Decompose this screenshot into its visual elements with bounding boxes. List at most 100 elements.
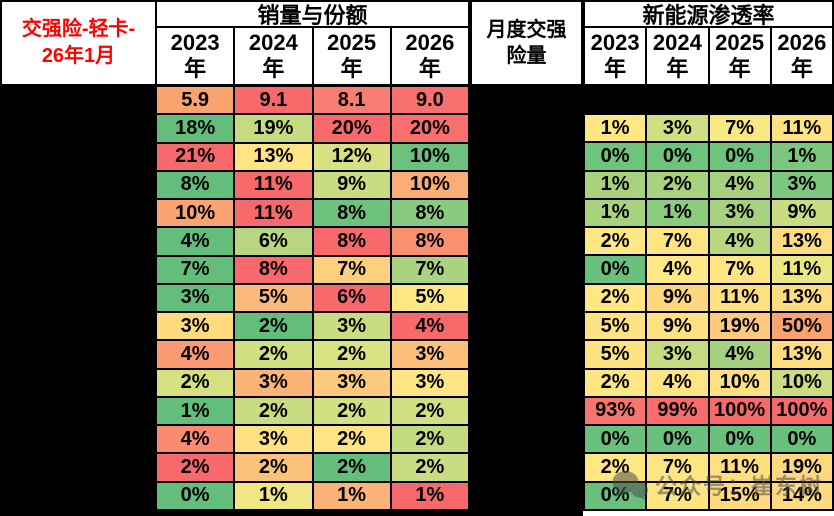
table-cell: 0% <box>709 426 770 453</box>
table-cell: 5% <box>585 313 646 340</box>
table-cell: 9.0 <box>391 87 468 114</box>
table-cell: 0% <box>585 256 646 283</box>
table-cell: 2% <box>391 454 468 481</box>
monthly-insurance-label: 月度交强 险量 <box>472 2 581 84</box>
table-cell: 11% <box>709 454 770 481</box>
table-cell: 3% <box>235 369 312 396</box>
table-cell: 2% <box>313 454 390 481</box>
table-cell: 3% <box>157 284 234 312</box>
table-cell: 3% <box>391 341 468 368</box>
table-cell: 11% <box>709 284 770 311</box>
table-cell: 2% <box>647 171 708 198</box>
title-cell-frame: 交强险-轻卡- 26年1月 <box>0 0 157 87</box>
bottom-white-strip <box>583 511 834 516</box>
table-cell: 7% <box>647 454 708 481</box>
table-cell: 1% <box>585 171 646 198</box>
table-cell: 5% <box>391 284 468 312</box>
table-cell: 20% <box>313 115 390 142</box>
table-cell: 2% <box>157 369 234 396</box>
table-cell: 4% <box>391 313 468 340</box>
table-cell: 3% <box>313 313 390 340</box>
table-cell: 4% <box>709 341 770 368</box>
table-cell: 4% <box>709 171 770 198</box>
table-cell: 100% <box>709 397 770 425</box>
table-cell: 8% <box>313 200 390 227</box>
nev-penetration-group-label: 新能源渗透率 <box>585 2 832 28</box>
table-cell: 13% <box>771 284 832 311</box>
table-cell: 1% <box>585 199 646 227</box>
table-cell: 1% <box>647 199 708 227</box>
table-cell: 2% <box>585 454 646 481</box>
monthly-label-line-2: 险量 <box>506 45 547 67</box>
table-cell: 1% <box>157 397 234 425</box>
table-cell: 20% <box>391 115 468 142</box>
table-cell: 8% <box>391 200 468 227</box>
table-cell: 0% <box>585 426 646 453</box>
table-cell: 11% <box>771 115 832 142</box>
table-cell: 13% <box>771 228 832 255</box>
table-cell: 8% <box>235 256 312 283</box>
table-title: 交强险-轻卡- 26年1月 <box>2 2 155 84</box>
year-header: 2025 年 <box>313 28 390 84</box>
table-cell: 1% <box>771 143 832 170</box>
table-cell: 11% <box>235 200 312 227</box>
table-cell: 3% <box>647 341 708 368</box>
table-cell: 2% <box>585 369 646 396</box>
table-cell: 3% <box>313 369 390 396</box>
table-cell: 0% <box>771 426 832 453</box>
table-cell: 13% <box>771 341 832 368</box>
table-cell: 3% <box>771 171 832 198</box>
table-cell: 4% <box>157 228 234 255</box>
table-cell: 100% <box>771 397 832 425</box>
title-line-1: 交强险-轻卡- <box>21 18 136 40</box>
table-cell: 9% <box>647 284 708 311</box>
table-cell: 2% <box>235 397 312 425</box>
table-cell: 4% <box>157 341 234 368</box>
table-cell: 0% <box>709 143 770 170</box>
table-cell: 4% <box>647 256 708 283</box>
table-cell: 18% <box>157 115 234 142</box>
table-cell: 19% <box>235 115 312 142</box>
table-cell: 9.1 <box>235 87 312 114</box>
year-header: 2025 年 <box>709 28 770 84</box>
nev-penetration-header: 新能源渗透率 2023 年 2024 年 2025 年 2026 年 <box>583 0 834 87</box>
table-cell: 4% <box>709 228 770 255</box>
table-cell: 99% <box>647 397 708 425</box>
sales-share-header: 销量与份额 2023 年 2024 年 2025 年 2026 年 <box>157 0 470 87</box>
table-cell: 1% <box>585 115 646 142</box>
table-cell: 0% <box>157 482 234 509</box>
sales-share-group-label: 销量与份额 <box>157 2 468 28</box>
table-cell: 0% <box>647 143 708 170</box>
table-cell: 0% <box>647 426 708 453</box>
table-cell: 8% <box>157 171 234 199</box>
table-cell: 9% <box>313 171 390 199</box>
table-cell: 2% <box>585 284 646 311</box>
table-cell: 4% <box>157 426 234 453</box>
table-cell: 12% <box>313 143 390 170</box>
table-cell: 15% <box>709 482 770 509</box>
table-cell: 0% <box>585 482 646 509</box>
table-cell: 2% <box>157 454 234 481</box>
table-cell: 7% <box>157 256 234 283</box>
table-cell: 3% <box>157 313 234 340</box>
sales-share-grid: 5.9 9.1 8.1 9.0 18% 19% 20% 20% 21% 13% 12% 10% 8% 11… <box>157 87 470 511</box>
table-cell: 8.1 <box>313 87 390 114</box>
table-cell: 9% <box>771 199 832 227</box>
table-cell: 2% <box>235 454 312 481</box>
table-cell: 3% <box>391 369 468 396</box>
year-header: 2024 年 <box>647 28 708 84</box>
table-cell: 5.9 <box>157 87 234 114</box>
table-cell: 93% <box>585 397 646 425</box>
table-cell: 6% <box>313 284 390 312</box>
table-cell: 13% <box>235 143 312 170</box>
monthly-insurance-header: 月度交强 险量 <box>470 0 583 87</box>
year-header: 2024 年 <box>235 28 312 84</box>
table-cell: 5% <box>235 284 312 312</box>
table-cell: 2% <box>313 397 390 425</box>
table-cell: 2% <box>313 426 390 453</box>
table-cell: 10% <box>709 369 770 396</box>
title-line-2: 26年1月 <box>41 45 116 67</box>
monthly-label-line-1: 月度交强 <box>486 19 567 41</box>
year-header: 2023 年 <box>157 28 234 84</box>
